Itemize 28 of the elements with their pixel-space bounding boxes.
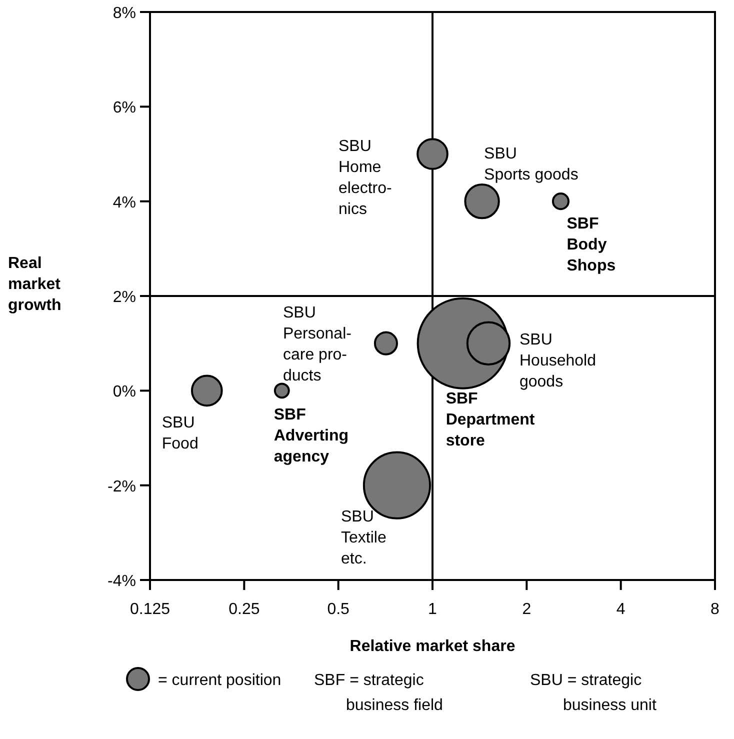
- y-tick-label: 6%: [112, 100, 136, 117]
- text: SBU = strategic business unit: [530, 672, 657, 714]
- annotation: SBU Personal- care pro- ducts: [282, 304, 352, 384]
- annotation: SBF Department store: [446, 390, 536, 450]
- annotation: SBU Sports goods: [484, 145, 578, 184]
- x-tick-label: 1: [428, 601, 438, 618]
- annotation: SBU Household goods: [519, 331, 596, 390]
- x-tick-label: 2: [522, 601, 532, 618]
- y-tick-label: -2%: [108, 478, 136, 496]
- y-tick-label: 4%: [112, 194, 136, 212]
- x-tick-label: 0.5: [327, 601, 350, 618]
- annotation: SBF Body Shops: [566, 215, 616, 274]
- text: SBF = strategic business field: [314, 672, 443, 714]
- y-axis-title: Real market growth: [8, 255, 62, 314]
- y-tick-label: 0%: [112, 384, 136, 401]
- x-tick-label: 8: [710, 601, 720, 618]
- annotation: SBF Adverting agency: [274, 406, 349, 466]
- text: = current position: [158, 672, 282, 689]
- annotation: SBU Food: [162, 414, 198, 453]
- y-tick-label: 8%: [112, 5, 136, 22]
- y-tick-label: 2%: [112, 289, 136, 306]
- x-tick-label: 4: [616, 601, 626, 618]
- annotation: SBU Textile etc.: [340, 508, 386, 568]
- x-tick-label: 0.25: [228, 601, 260, 618]
- y-tick-label: -4%: [108, 573, 136, 590]
- annotation: SBU Home electro- nics: [338, 138, 392, 218]
- x-tick-label: 0.125: [130, 601, 170, 618]
- x-axis-title: Relative market share: [350, 638, 516, 655]
